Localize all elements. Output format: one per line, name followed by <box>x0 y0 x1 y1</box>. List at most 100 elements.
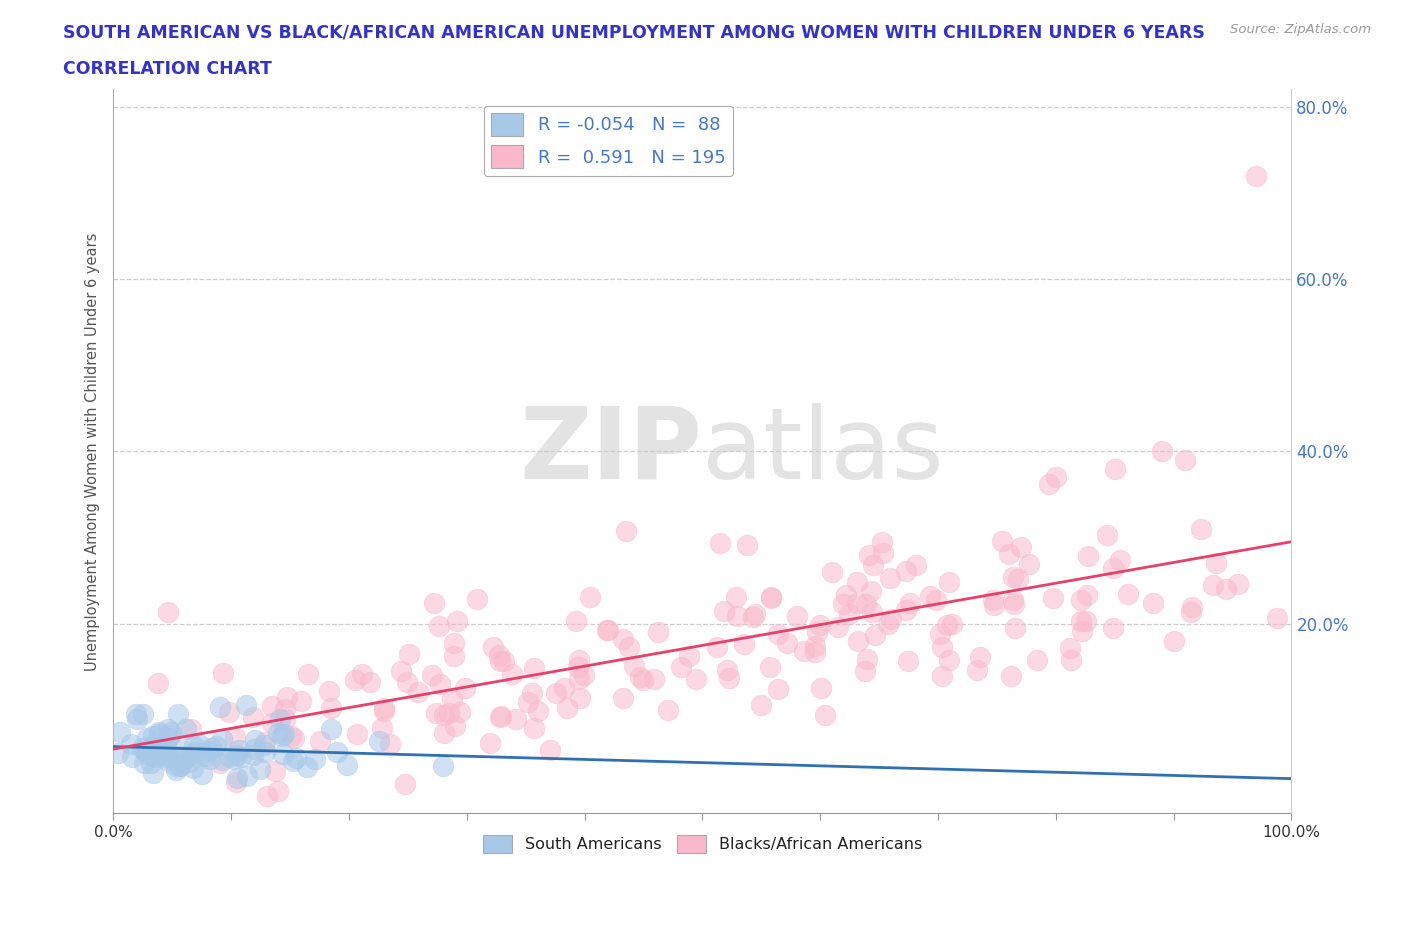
Point <box>371 721 394 736</box>
Point <box>188 737 211 752</box>
Point <box>443 719 465 734</box>
Point <box>724 590 747 604</box>
Point <box>148 724 170 739</box>
Point <box>267 725 290 740</box>
Point <box>454 681 477 696</box>
Point <box>155 747 177 762</box>
Point <box>269 711 291 726</box>
Point <box>1265 610 1288 625</box>
Point <box>669 659 692 674</box>
Point <box>142 765 165 780</box>
Point <box>1001 592 1024 607</box>
Point <box>1007 571 1029 586</box>
Point <box>263 764 285 778</box>
Point <box>572 668 595 683</box>
Point <box>855 596 877 611</box>
Point <box>846 633 869 648</box>
Point <box>766 627 789 642</box>
Point <box>398 646 420 661</box>
Point <box>156 745 179 760</box>
Point <box>139 756 162 771</box>
Point <box>488 647 510 662</box>
Point <box>553 681 575 696</box>
Point <box>938 652 960 667</box>
Point <box>465 591 488 606</box>
Point <box>155 746 177 761</box>
Point <box>863 628 886 643</box>
Point <box>1181 599 1204 614</box>
Point <box>1071 624 1094 639</box>
Point <box>827 619 849 634</box>
Point <box>1244 168 1267 183</box>
Point <box>678 648 700 663</box>
Point <box>228 742 250 757</box>
Point <box>685 672 707 687</box>
Point <box>983 598 1005 613</box>
Point <box>1000 669 1022 684</box>
Point <box>643 671 665 686</box>
Point <box>134 744 156 759</box>
Point <box>180 721 202 736</box>
Point <box>146 676 169 691</box>
Point <box>211 731 233 746</box>
Point <box>204 738 226 753</box>
Point <box>941 617 963 631</box>
Point <box>183 738 205 753</box>
Point <box>492 654 515 669</box>
Point <box>218 749 240 764</box>
Point <box>1226 577 1249 591</box>
Point <box>709 536 731 551</box>
Point <box>1150 444 1173 458</box>
Point <box>853 664 876 679</box>
Point <box>936 618 959 632</box>
Point <box>786 608 808 623</box>
Point <box>928 626 950 641</box>
Point <box>346 726 368 741</box>
Point <box>218 705 240 720</box>
Point <box>1174 453 1197 468</box>
Point <box>1205 555 1227 570</box>
Point <box>125 706 148 721</box>
Point <box>262 698 284 713</box>
Point <box>1189 522 1212 537</box>
Point <box>872 546 894 561</box>
Point <box>281 753 304 768</box>
Point <box>564 614 586 629</box>
Point <box>1076 588 1098 603</box>
Point <box>1202 578 1225 592</box>
Point <box>267 784 290 799</box>
Point <box>155 750 177 764</box>
Point <box>1018 556 1040 571</box>
Point <box>657 703 679 718</box>
Point <box>350 667 373 682</box>
Point <box>145 750 167 764</box>
Point <box>157 722 180 737</box>
Point <box>804 644 827 659</box>
Point <box>1163 634 1185 649</box>
Point <box>242 710 264 724</box>
Point <box>1001 570 1024 585</box>
Point <box>1042 591 1064 605</box>
Point <box>768 682 790 697</box>
Point <box>139 740 162 755</box>
Point <box>998 547 1021 562</box>
Point <box>1095 528 1118 543</box>
Point <box>373 704 395 719</box>
Point <box>359 675 381 690</box>
Point <box>222 752 245 767</box>
Point <box>297 667 319 682</box>
Point <box>806 625 828 640</box>
Point <box>716 663 738 678</box>
Point <box>224 729 246 744</box>
Point <box>225 748 247 763</box>
Point <box>429 677 451 692</box>
Point <box>491 709 513 724</box>
Point <box>1109 553 1132 568</box>
Point <box>131 706 153 721</box>
Point <box>378 737 401 751</box>
Point <box>368 734 391 749</box>
Point <box>249 762 271 777</box>
Point <box>170 749 193 764</box>
Point <box>894 603 917 618</box>
Point <box>981 592 1004 607</box>
